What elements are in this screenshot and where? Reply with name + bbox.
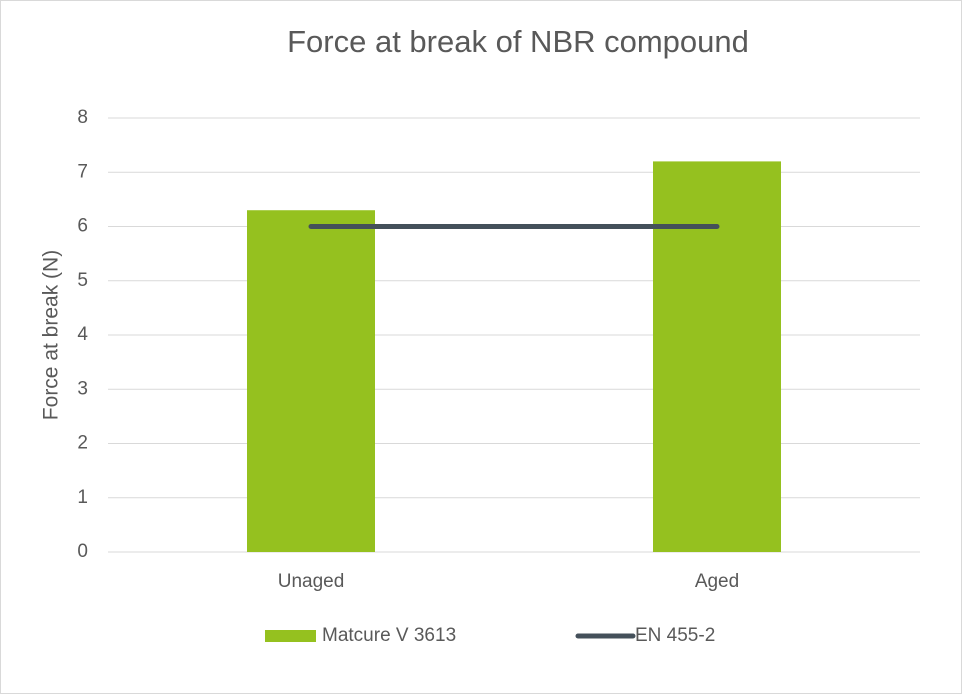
y-tick-label: 8 — [77, 107, 88, 128]
legend-label: Matcure V 3613 — [322, 625, 456, 646]
y-tick-label: 7 — [77, 161, 88, 182]
y-tick-label: 2 — [77, 433, 88, 454]
x-tick-label: Unaged — [278, 571, 345, 592]
y-tick-label: 3 — [77, 378, 88, 399]
y-tick-label: 4 — [77, 324, 88, 345]
bar — [653, 161, 781, 552]
legend-label: EN 455-2 — [635, 625, 715, 646]
y-axis-label: Force at break (N) — [40, 250, 63, 420]
chart-title: Force at break of NBR compound — [287, 24, 749, 59]
y-tick-label: 0 — [77, 541, 88, 562]
y-tick-label: 6 — [77, 216, 88, 237]
y-tick-label: 1 — [77, 487, 88, 508]
y-tick-label: 5 — [77, 270, 88, 291]
bar — [247, 210, 375, 552]
x-tick-label: Aged — [695, 571, 739, 592]
legend-swatch — [265, 630, 316, 642]
